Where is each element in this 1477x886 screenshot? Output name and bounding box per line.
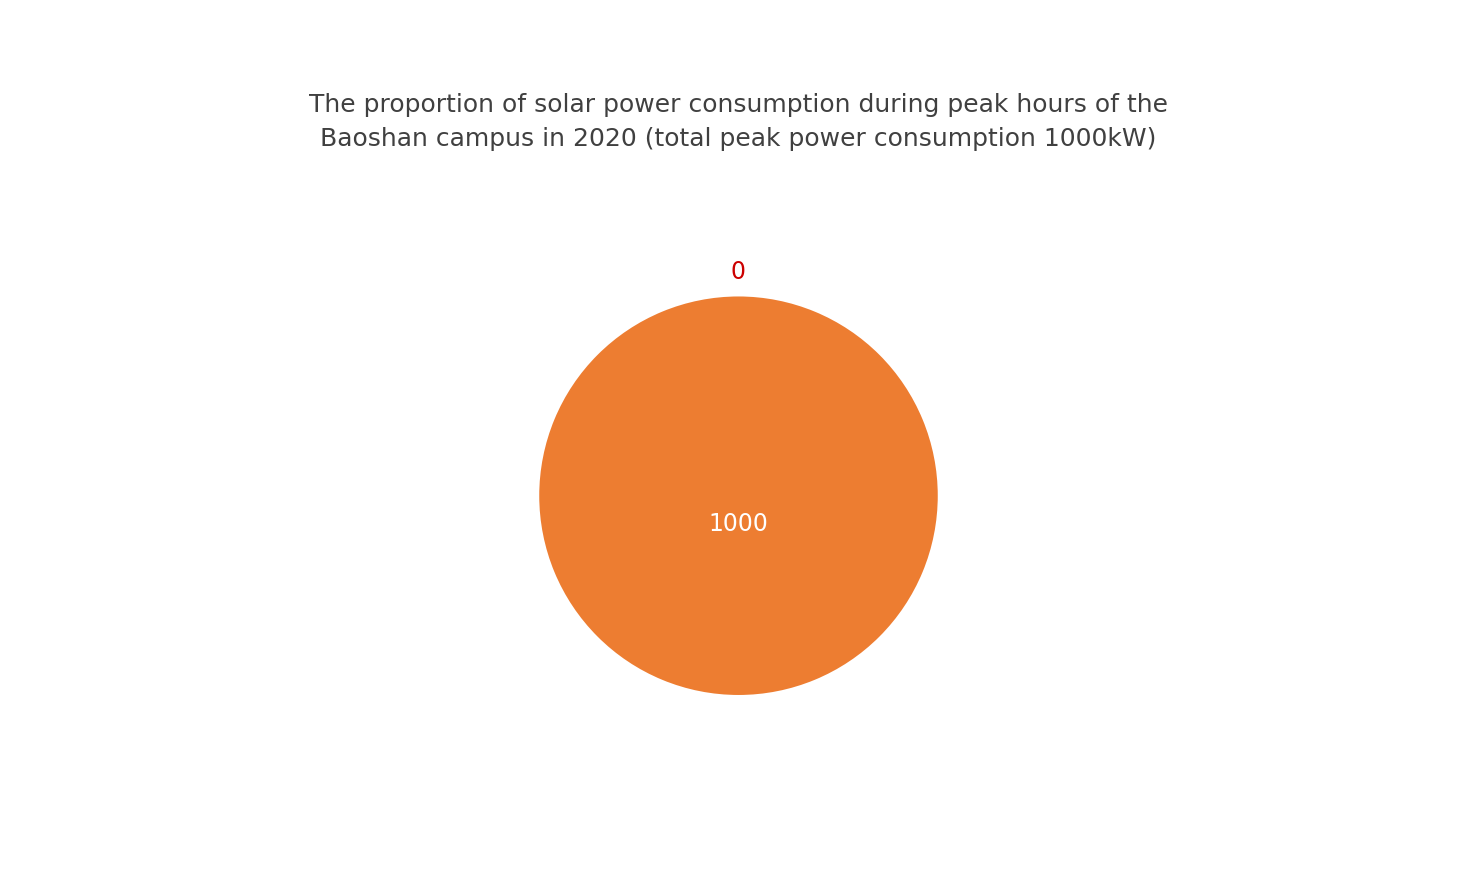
Text: 0: 0 xyxy=(731,260,746,284)
Text: 1000: 1000 xyxy=(709,512,768,536)
Title: The proportion of solar power consumption during peak hours of the
Baoshan campu: The proportion of solar power consumptio… xyxy=(309,93,1168,151)
Wedge shape xyxy=(539,297,938,696)
